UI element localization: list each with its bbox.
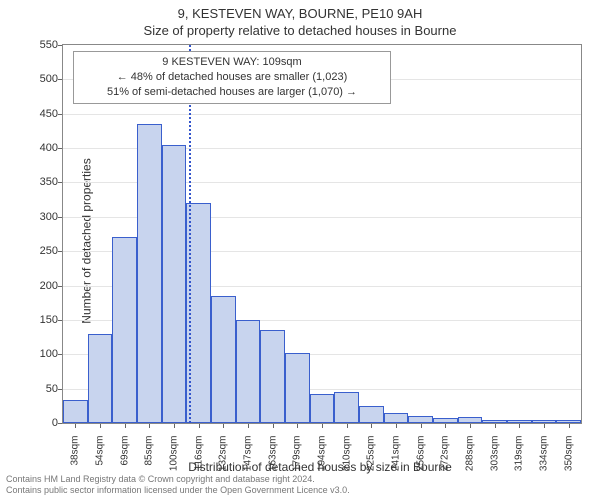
annotation-box: 9 KESTEVEN WAY: 109sqm ← 48% of detached… bbox=[73, 51, 391, 104]
histogram-bar bbox=[211, 296, 236, 423]
histogram-bar bbox=[88, 334, 113, 423]
histogram-bar bbox=[384, 413, 409, 423]
histogram-bar bbox=[532, 420, 557, 423]
histogram-bar bbox=[433, 418, 458, 423]
histogram-bar bbox=[482, 420, 507, 423]
chart-title-main: 9, KESTEVEN WAY, BOURNE, PE10 9AH bbox=[0, 6, 600, 21]
histogram-bar bbox=[63, 400, 88, 423]
y-tick-label: 250 bbox=[18, 245, 58, 257]
footer-text: Contains HM Land Registry data © Crown c… bbox=[6, 474, 594, 497]
annotation-line-1: 9 KESTEVEN WAY: 109sqm bbox=[82, 55, 382, 70]
histogram-bar bbox=[458, 417, 483, 423]
annotation-line-2: ← 48% of detached houses are smaller (1,… bbox=[82, 70, 382, 85]
y-tick-label: 100 bbox=[18, 348, 58, 360]
histogram-bar bbox=[556, 420, 581, 423]
histogram-bar bbox=[162, 145, 187, 423]
y-tick-label: 300 bbox=[18, 211, 58, 223]
footer-line-2: Contains public sector information licen… bbox=[6, 485, 594, 497]
y-tick-label: 450 bbox=[18, 108, 58, 120]
plot-area: 9 KESTEVEN WAY: 109sqm ← 48% of detached… bbox=[62, 44, 582, 424]
histogram-bar bbox=[408, 416, 433, 423]
y-tick-label: 150 bbox=[18, 314, 58, 326]
y-tick-label: 400 bbox=[18, 142, 58, 154]
y-tick-label: 350 bbox=[18, 176, 58, 188]
y-tick-label: 200 bbox=[18, 280, 58, 292]
histogram-bar bbox=[112, 237, 137, 423]
y-tick-label: 500 bbox=[18, 73, 58, 85]
histogram-bar bbox=[334, 392, 359, 423]
histogram-bar bbox=[137, 124, 162, 423]
chart-container: 9, KESTEVEN WAY, BOURNE, PE10 9AH Size o… bbox=[0, 0, 600, 500]
y-tick-label: 550 bbox=[18, 39, 58, 51]
y-tick-label: 50 bbox=[18, 383, 58, 395]
x-axis-title: Distribution of detached houses by size … bbox=[0, 460, 600, 474]
histogram-bar bbox=[285, 353, 310, 423]
histogram-bar bbox=[260, 330, 285, 423]
histogram-bar bbox=[310, 394, 335, 423]
chart-title-sub: Size of property relative to detached ho… bbox=[0, 23, 600, 38]
histogram-bar bbox=[359, 406, 384, 423]
histogram-bar bbox=[236, 320, 261, 423]
y-tick-label: 0 bbox=[18, 417, 58, 429]
annotation-line-3: 51% of semi-detached houses are larger (… bbox=[82, 85, 382, 100]
footer-line-1: Contains HM Land Registry data © Crown c… bbox=[6, 474, 594, 486]
histogram-bar bbox=[507, 420, 532, 423]
